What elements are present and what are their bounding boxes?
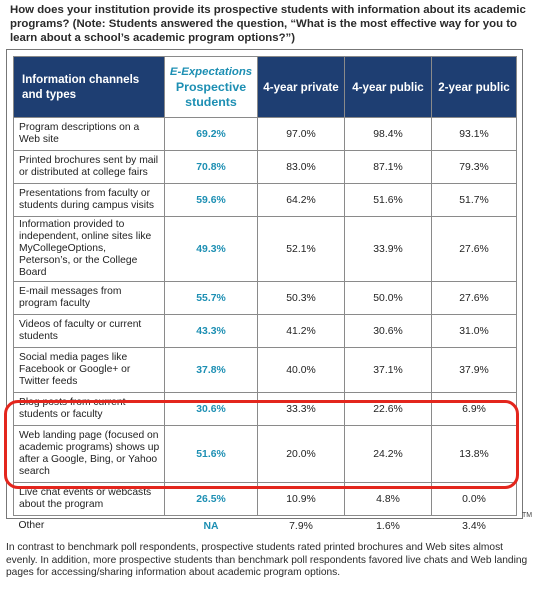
cell-prospective: 55.7% bbox=[164, 281, 258, 315]
cell-4yr-private: 50.3% bbox=[257, 281, 345, 315]
footnote: In contrast to benchmark poll respondent… bbox=[6, 542, 528, 578]
table-header-row: Information channels and types E-Expecta… bbox=[13, 56, 517, 118]
row-label: Program descriptions on a Web site bbox=[13, 117, 165, 151]
cell-2yr-public: 93.1% bbox=[431, 117, 517, 151]
cell-4yr-private: 33.3% bbox=[257, 392, 345, 426]
cell-4yr-public: 98.4% bbox=[344, 117, 432, 151]
cell-2yr-public: 27.6% bbox=[431, 281, 517, 315]
cell-2yr-public: 31.0% bbox=[431, 314, 517, 348]
table-row: E-mail messages from program faculty 55.… bbox=[13, 281, 517, 315]
cell-4yr-public: 1.6% bbox=[376, 520, 400, 532]
cell-prospective: 70.8% bbox=[164, 150, 258, 184]
column-header-prospective: E-Expectations Prospective students bbox=[164, 56, 258, 118]
cell-4yr-private: 97.0% bbox=[257, 117, 345, 151]
row-label: Presentations from faculty or students d… bbox=[13, 183, 165, 217]
row-label: Web landing page (focused on academic pr… bbox=[13, 425, 165, 483]
cell-prospective: 49.3% bbox=[164, 216, 258, 282]
row-label: E-mail messages from program faculty bbox=[13, 281, 165, 315]
cell-4yr-public: 87.1% bbox=[344, 150, 432, 184]
cell-4yr-private: 83.0% bbox=[257, 150, 345, 184]
row-label: Printed brochures sent by mail or distri… bbox=[13, 150, 165, 184]
e-expectations-brand: E-Expectations bbox=[169, 66, 253, 78]
cell-prospective: 43.3% bbox=[164, 314, 258, 348]
cell-4yr-private: 20.0% bbox=[257, 425, 345, 483]
survey-question: How does your institution provide its pr… bbox=[10, 4, 526, 44]
table-row: Web landing page (focused on academic pr… bbox=[13, 425, 517, 483]
cell-4yr-private: 10.9% bbox=[257, 482, 345, 516]
row-label: Live chat events or webcasts about the p… bbox=[13, 482, 165, 516]
column-header-2yr-public: 2-year public bbox=[431, 56, 517, 118]
cell-2yr-public: 6.9% bbox=[431, 392, 517, 426]
prospective-students-label: Prospective students bbox=[175, 80, 247, 109]
cell-4yr-public: 51.6% bbox=[344, 183, 432, 217]
cell-prospective: 59.6% bbox=[164, 183, 258, 217]
cell-prospective: NA bbox=[203, 520, 219, 532]
cell-4yr-private: 41.2% bbox=[257, 314, 345, 348]
table-row: Social media pages like Facebook or Goog… bbox=[13, 347, 517, 393]
cell-4yr-public: 33.9% bbox=[344, 216, 432, 282]
cell-2yr-public: 13.8% bbox=[431, 425, 517, 483]
cell-prospective: 69.2% bbox=[164, 117, 258, 151]
cell-2yr-public: 79.3% bbox=[431, 150, 517, 184]
results-table: Information channels and types E-Expecta… bbox=[13, 56, 517, 536]
row-label: Blog posts from current students or facu… bbox=[13, 392, 165, 426]
results-table-panel: Information channels and types E-Expecta… bbox=[6, 49, 523, 532]
cell-prospective: 26.5% bbox=[164, 482, 258, 516]
cell-4yr-public: 24.2% bbox=[344, 425, 432, 483]
table-row: Printed brochures sent by mail or distri… bbox=[13, 150, 517, 184]
cell-4yr-public: 50.0% bbox=[344, 281, 432, 315]
column-header-channel: Information channels and types bbox=[13, 56, 165, 118]
row-label: Social media pages like Facebook or Goog… bbox=[13, 347, 165, 393]
cell-2yr-public: 0.0% bbox=[431, 482, 517, 516]
cell-prospective: 51.6% bbox=[164, 425, 258, 483]
cell-2yr-public: 51.7% bbox=[431, 183, 517, 217]
row-label: Videos of faculty or current students bbox=[13, 314, 165, 348]
cell-4yr-private: 7.9% bbox=[289, 520, 313, 532]
cell-4yr-public: 37.1% bbox=[344, 347, 432, 393]
cell-prospective: 30.6% bbox=[164, 392, 258, 426]
cell-4yr-public: 30.6% bbox=[344, 314, 432, 348]
table-row: Live chat events or webcasts about the p… bbox=[13, 482, 517, 516]
cell-4yr-private: 52.1% bbox=[257, 216, 345, 282]
trademark-mark: TM bbox=[522, 512, 533, 519]
column-header-4yr-private: 4-year private bbox=[257, 56, 345, 118]
table-row-other: Other NA 7.9% 1.6% 3.4% bbox=[14, 516, 517, 537]
cell-4yr-public: 4.8% bbox=[344, 482, 432, 516]
table-row: Program descriptions on a Web site 69.2%… bbox=[13, 117, 517, 151]
cell-4yr-private: 40.0% bbox=[257, 347, 345, 393]
row-label: Other bbox=[18, 520, 45, 531]
table-row: Presentations from faculty or students d… bbox=[13, 183, 517, 217]
table-row: Videos of faculty or current students 43… bbox=[13, 314, 517, 348]
cell-4yr-public: 22.6% bbox=[344, 392, 432, 426]
column-header-4yr-public: 4-year public bbox=[344, 56, 432, 118]
table-row: Information provided to independent, onl… bbox=[13, 216, 517, 282]
cell-prospective: 37.8% bbox=[164, 347, 258, 393]
cell-2yr-public: 37.9% bbox=[431, 347, 517, 393]
row-label: Information provided to independent, onl… bbox=[13, 216, 165, 282]
cell-4yr-private: 64.2% bbox=[257, 183, 345, 217]
cell-2yr-public: 3.4% bbox=[462, 520, 486, 532]
table-row: Blog posts from current students or facu… bbox=[13, 392, 517, 426]
cell-2yr-public: 27.6% bbox=[431, 216, 517, 282]
